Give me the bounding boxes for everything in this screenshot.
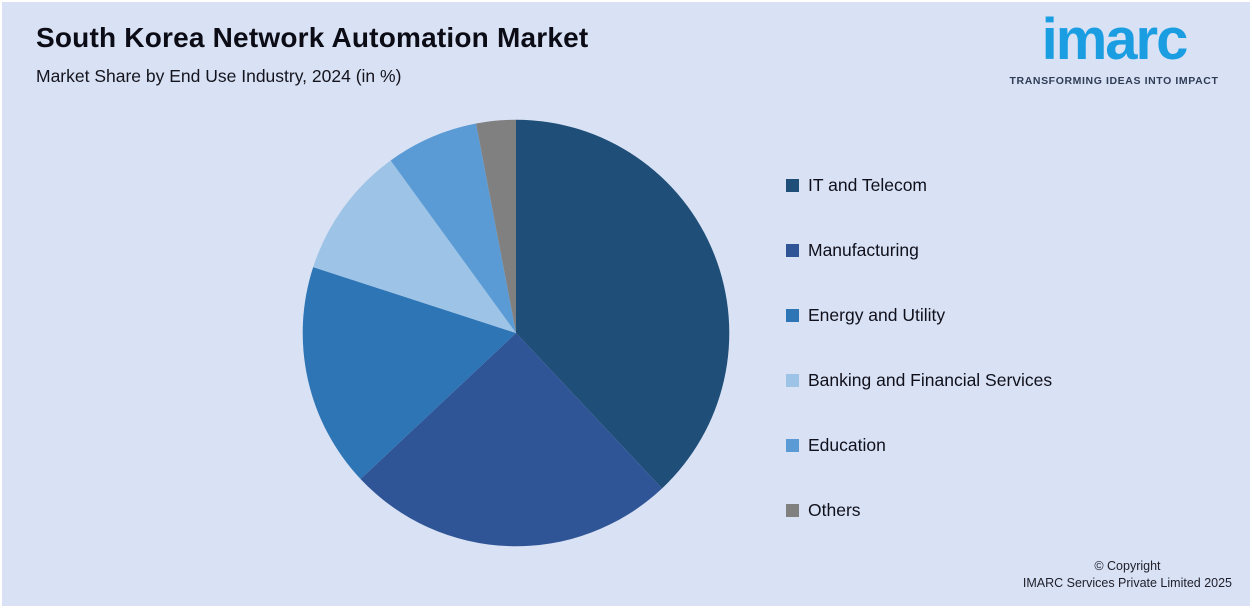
legend-label: Manufacturing bbox=[808, 239, 919, 260]
copyright-line1: © Copyright bbox=[1094, 559, 1161, 574]
legend-swatch bbox=[786, 178, 799, 192]
pie-slice-2 bbox=[302, 267, 516, 480]
legend-swatch bbox=[786, 438, 799, 452]
legend-label: Energy and Utility bbox=[808, 304, 946, 325]
legend-label: Others bbox=[808, 499, 861, 520]
pie-slice-1 bbox=[360, 333, 663, 547]
chart-legend: IT and Telecom Manufacturing Energy and … bbox=[786, 173, 1052, 563]
pie-slice-5 bbox=[476, 119, 516, 333]
copyright-notice: © Copyright IMARC Services Private Limit… bbox=[1023, 558, 1232, 592]
page-title: South Korea Network Automation Market bbox=[36, 22, 589, 53]
legend-swatch bbox=[786, 308, 799, 322]
page-subtitle: Market Share by End Use Industry, 2024 (… bbox=[36, 66, 402, 86]
pie-slice-4 bbox=[390, 123, 516, 333]
legend-label: IT and Telecom bbox=[808, 174, 928, 195]
pie-chart bbox=[301, 118, 731, 548]
legend-item: IT and Telecom bbox=[786, 173, 1052, 197]
legend-item: Banking and Financial Services bbox=[786, 368, 1052, 392]
legend-item: Others bbox=[786, 498, 1052, 522]
legend-label: Banking and Financial Services bbox=[808, 369, 1053, 390]
legend-swatch bbox=[786, 503, 799, 517]
imarc-tagline: TRANSFORMING IDEAS INTO IMPACT bbox=[1009, 74, 1219, 87]
imarc-logo: imarc TRANSFORMING IDEAS INTO IMPACT bbox=[988, 7, 1240, 87]
legend-item: Manufacturing bbox=[786, 238, 1052, 262]
legend-item: Energy and Utility bbox=[786, 303, 1052, 327]
copyright-line2: IMARC Services Private Limited 2025 bbox=[1022, 576, 1232, 591]
legend-swatch bbox=[786, 373, 799, 387]
pie-chart-svg bbox=[302, 119, 730, 547]
legend-item: Education bbox=[786, 433, 1052, 457]
legend-label: Education bbox=[808, 434, 886, 455]
pie-slice-3 bbox=[313, 160, 516, 333]
imarc-wordmark: imarc bbox=[1041, 7, 1189, 72]
pie-slice-0 bbox=[516, 119, 730, 489]
legend-swatch bbox=[786, 243, 799, 257]
